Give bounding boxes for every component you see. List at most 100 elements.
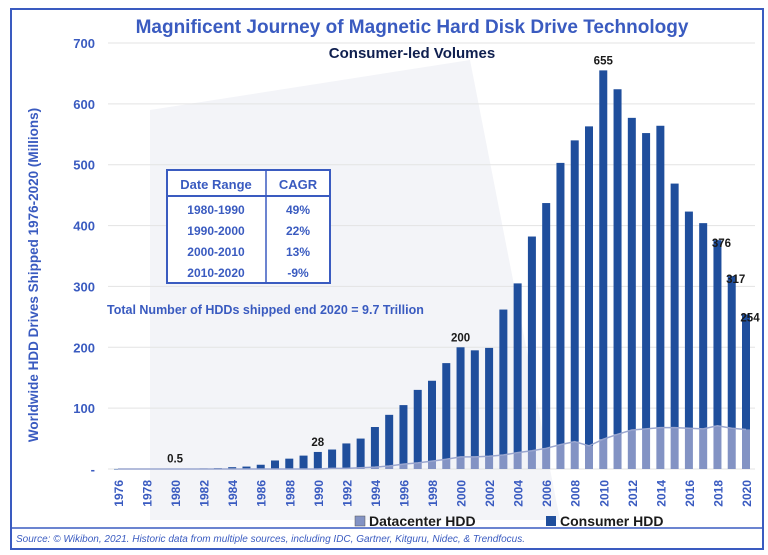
bar-datacenter-2011 [613,434,622,469]
y-axis-ticks: - 100 200 300 400 500 600 700 [73,36,95,477]
bar-datacenter-2019 [727,428,736,469]
bar-datacenter-2018 [713,425,722,469]
data-label-1980: 0.5 [167,454,184,466]
x-tick-label: 1990 [312,480,326,507]
bar-datacenter-2013 [642,428,651,469]
bar-consumer-1986 [256,464,265,469]
data-label-2019: 317 [726,274,745,286]
table-cell: 49% [286,203,310,217]
bar-consumer-1996 [399,405,408,465]
bar-consumer-1984 [228,467,237,469]
y-tick-label: 500 [73,158,95,173]
x-tick-label: 1980 [169,480,183,507]
y-axis-label: Worldwide HDD Drives Shipped 1976-2020 (… [26,108,41,442]
bar-datacenter-2010 [599,439,608,469]
table-cell: -9% [287,266,309,280]
bar-consumer-1995 [385,414,394,466]
bar-consumer-2003 [499,309,508,456]
bar-datacenter-2012 [627,430,636,469]
bar-consumer-1988 [285,458,294,469]
bars [114,70,750,470]
bar-datacenter-2008 [570,441,579,469]
bar-consumer-2006 [542,203,551,449]
bar-datacenter-2014 [656,427,665,469]
legend-label-consumer: Consumer HDD [560,513,663,529]
bar-consumer-2008 [570,140,579,442]
source-note: Source: © Wikibon, 2021. Historic data f… [16,534,525,545]
table-header-cagr: CAGR [279,177,318,192]
bar-consumer-1993 [356,438,365,468]
bar-datacenter-2017 [699,428,708,469]
bar-datacenter-2016 [684,428,693,469]
x-tick-label: 1984 [226,480,240,507]
bar-datacenter-2003 [499,455,508,469]
bar-datacenter-2001 [470,456,479,469]
x-tick-label: 2012 [626,480,640,507]
bar-datacenter-1995 [385,465,394,469]
table-header-date-range: Date Range [180,177,252,192]
bar-consumer-2004 [513,283,522,453]
x-tick-label: 2008 [569,480,583,507]
bar-consumer-2015 [670,183,679,428]
legend-swatch-consumer [546,516,556,526]
bar-datacenter-1999 [442,459,451,469]
y-tick-label: 400 [73,219,95,234]
x-tick-label: 2006 [540,480,554,507]
bar-datacenter-2004 [513,452,522,469]
bar-consumer-1992 [342,443,351,469]
table-cell: 2010-2020 [187,266,245,280]
legend-label-datacenter: Datacenter HDD [369,513,476,529]
bar-consumer-1998 [428,380,436,462]
table-cell: 2000-2010 [187,245,245,259]
bar-consumer-2016 [684,211,693,429]
x-tick-label: 1982 [198,480,212,507]
legend: Datacenter HDD Consumer HDD [354,513,663,529]
bar-consumer-1990 [313,451,322,469]
datacenter-trend-line [118,425,747,470]
table-cell: 1990-2000 [187,224,245,238]
data-label-2000: 200 [451,332,470,344]
cagr-table: Date Range CAGR 1980-1990 49% 1990-2000 … [166,169,331,284]
data-label-2018: 376 [712,238,731,250]
bar-consumer-2010 [599,70,608,440]
x-tick-label: 1978 [141,480,155,507]
bar-consumer-1999 [442,363,451,460]
x-tick-label: 1998 [426,480,440,507]
data-labels: 0.5 28 200 655 376 317 254 [167,55,760,465]
y-tick-label: 100 [73,401,95,416]
bar-consumer-2017 [699,223,708,429]
x-tick-label: 1992 [340,480,354,507]
legend-swatch-datacenter [354,515,366,527]
y-tick-label: - [91,462,95,477]
x-tick-label: 2018 [711,480,725,507]
bar-consumer-2007 [556,162,565,445]
bar-consumer-2019 [727,276,736,429]
x-tick-label: 2016 [683,480,697,507]
x-tick-label: 1988 [283,480,297,507]
bar-consumer-1991 [328,449,337,469]
bar-datacenter-1996 [399,464,408,469]
y-tick-label: 300 [73,279,95,294]
bar-consumer-1985 [242,466,251,469]
data-label-2010: 655 [594,55,614,67]
bar-consumer-2013 [642,133,651,429]
x-tick-label: 2004 [512,480,526,507]
chart-title: Magnificent Journey of Magnetic Hard Dis… [136,17,689,38]
x-tick-label: 1976 [112,480,126,507]
x-tick-label: 2002 [483,480,497,507]
chart-subtitle: Consumer-led Volumes [329,45,495,62]
table-cell: 1980-1990 [187,203,245,217]
bar-consumer-2014 [656,125,665,428]
x-tick-label: 1996 [397,480,411,507]
bar-consumer-2009 [585,126,593,446]
bar-datacenter-2007 [556,444,565,469]
bar-consumer-2001 [470,350,479,457]
bar-consumer-2000 [456,347,465,457]
data-label-1990: 28 [311,437,324,449]
bar-datacenter-2009 [585,445,593,469]
bar-consumer-2012 [627,117,636,431]
bar-datacenter-2005 [527,450,536,469]
x-tick-label: 1994 [369,480,383,507]
x-tick-label: 2020 [740,480,754,507]
